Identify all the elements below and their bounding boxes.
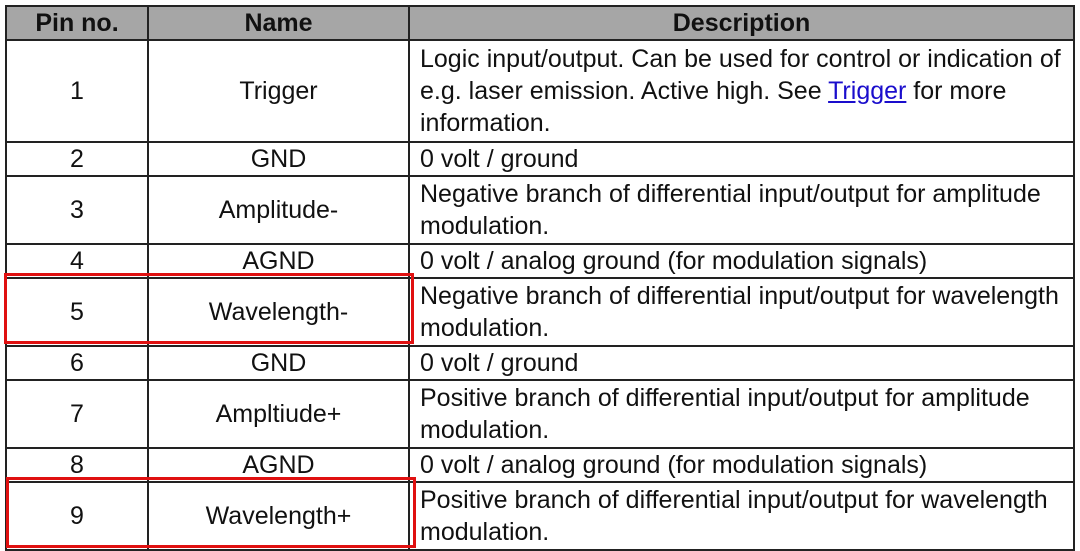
pin-cell: 5: [5, 277, 149, 347]
table-row: 7 Ampltiude+ Positive branch of differen…: [5, 379, 1075, 449]
pin-cell: 1: [5, 39, 149, 143]
description-cell: 0 volt / ground: [408, 345, 1075, 381]
table-row: 9 Wavelength+ Positive branch of differe…: [5, 481, 1075, 551]
name-cell: Trigger: [147, 39, 410, 143]
header-pin: Pin no.: [5, 5, 149, 41]
description-text: Logic input/output. Can be used for cont…: [420, 45, 1061, 105]
table-row: 3 Amplitude- Negative branch of differen…: [5, 175, 1075, 245]
table-row: 1 Trigger Logic input/output. Can be use…: [5, 39, 1075, 143]
name-cell: GND: [147, 141, 410, 177]
pin-cell: 8: [5, 447, 149, 483]
pin-cell: 6: [5, 345, 149, 381]
pin-cell: 2: [5, 141, 149, 177]
name-cell: Wavelength+: [147, 481, 410, 551]
pin-cell: 3: [5, 175, 149, 245]
table-row: 4 AGND 0 volt / analog ground (for modul…: [5, 243, 1075, 279]
pin-table: Pin no. Name Description 1 Trigger Logic…: [5, 5, 1075, 551]
pin-cell: 7: [5, 379, 149, 449]
table-row: 6 GND 0 volt / ground: [5, 345, 1075, 381]
name-cell: GND: [147, 345, 410, 381]
description-cell: Logic input/output. Can be used for cont…: [408, 39, 1075, 143]
description-cell: 0 volt / ground: [408, 141, 1075, 177]
name-cell: AGND: [147, 447, 410, 483]
name-cell: Amplitude-: [147, 175, 410, 245]
pin-cell: 4: [5, 243, 149, 279]
name-cell: Ampltiude+: [147, 379, 410, 449]
header-description: Description: [408, 5, 1075, 41]
description-cell: Positive branch of differential input/ou…: [408, 481, 1075, 551]
pin-cell: 9: [5, 481, 149, 551]
name-cell: AGND: [147, 243, 410, 279]
header-name: Name: [147, 5, 410, 41]
description-cell: Negative branch of differential input/ou…: [408, 277, 1075, 347]
trigger-link[interactable]: Trigger: [828, 77, 907, 105]
description-cell: 0 volt / analog ground (for modulation s…: [408, 447, 1075, 483]
table-row: 8 AGND 0 volt / analog ground (for modul…: [5, 447, 1075, 483]
table-row: 5 Wavelength- Negative branch of differe…: [5, 277, 1075, 347]
description-cell: Positive branch of differential input/ou…: [408, 379, 1075, 449]
name-cell: Wavelength-: [147, 277, 410, 347]
header-row: Pin no. Name Description: [5, 5, 1075, 41]
description-cell: Negative branch of differential input/ou…: [408, 175, 1075, 245]
description-text: for more information.: [420, 77, 1007, 137]
table-row: 2 GND 0 volt / ground: [5, 141, 1075, 177]
description-cell: 0 volt / analog ground (for modulation s…: [408, 243, 1075, 279]
